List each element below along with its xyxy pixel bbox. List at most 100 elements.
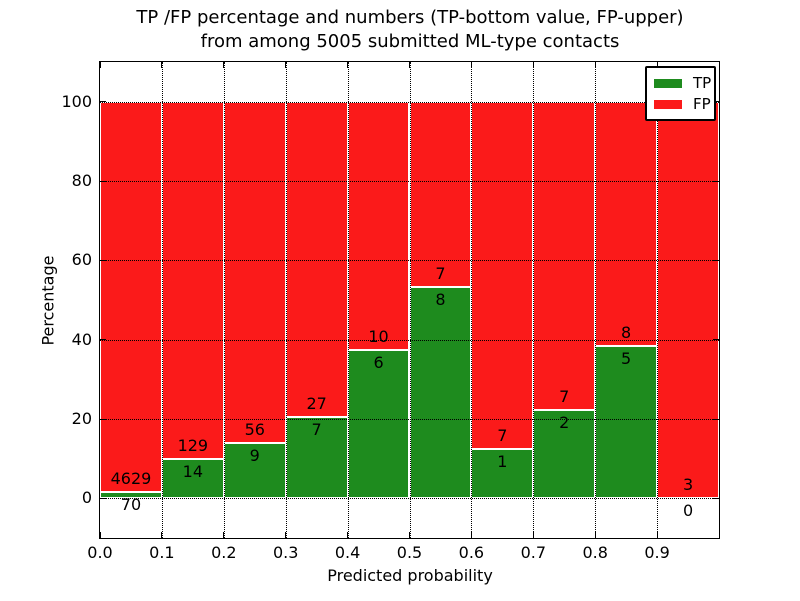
tp-bar	[100, 492, 162, 499]
fp-bar	[533, 101, 596, 411]
y-tickmark-right	[713, 101, 719, 103]
tp-bar	[347, 349, 410, 499]
fp-count-label: 10	[368, 326, 389, 346]
y-tickmark-left	[100, 180, 106, 182]
x-tickmark-bottom	[223, 532, 225, 538]
y-tickmark-right	[713, 339, 719, 341]
chart-title: TP /FP percentage and numbers (TP-bottom…	[0, 6, 800, 54]
x-tickmark-bottom	[285, 532, 287, 538]
tp-bar	[223, 443, 286, 499]
y-tick-label: 40	[71, 329, 92, 349]
fp-bar	[223, 101, 286, 444]
x-tickmark-bottom	[99, 532, 101, 538]
x-tickmark-bottom	[161, 532, 163, 538]
tp-count-label: 7	[311, 419, 322, 439]
x-tickmark-top	[347, 62, 349, 68]
x-tickmark-top	[594, 62, 596, 68]
y-tickmark-right	[713, 418, 719, 420]
tp-bar	[533, 410, 596, 499]
x-tickmark-top	[285, 62, 287, 68]
x-gridline	[533, 62, 535, 538]
fp-bar	[347, 101, 410, 350]
legend-label-fp: FP	[693, 95, 711, 113]
x-gridline	[223, 62, 225, 538]
fp-bar	[100, 101, 162, 493]
y-axis-label: Percentage	[38, 255, 58, 346]
fp-bar	[595, 101, 658, 346]
x-tick-label: 0.0	[87, 543, 113, 562]
y-tickmark-right	[713, 259, 719, 261]
x-tickmark-bottom	[656, 532, 658, 538]
y-tickmark-left	[100, 259, 106, 261]
x-tick-label: 0.8	[582, 543, 608, 562]
tp-count-label: 9	[249, 446, 260, 466]
x-tick-label: 0.9	[644, 543, 670, 562]
tp-count-label: 1	[497, 451, 508, 471]
x-tickmark-top	[161, 62, 163, 68]
fp-count-label: 27	[306, 393, 327, 413]
x-gridline	[657, 62, 659, 538]
x-tickmark-top	[223, 62, 225, 68]
fp-count-label: 4629	[110, 469, 152, 489]
x-gridline	[471, 62, 473, 538]
legend-label-tp: TP	[693, 74, 712, 92]
fp-bar	[409, 101, 472, 287]
fp-legend-swatch-icon	[654, 100, 682, 109]
fp-count-label: 56	[244, 420, 265, 440]
tp-count-label: 0	[682, 501, 694, 521]
tp-bar	[285, 416, 348, 499]
fp-count-label: 7	[559, 387, 570, 407]
tp-count-label: 5	[621, 348, 632, 368]
y-tick-label: 0	[81, 488, 92, 508]
x-tickmark-bottom	[532, 532, 534, 538]
fp-count-label: 129	[177, 436, 209, 456]
fp-count-label: 7	[497, 425, 508, 445]
y-tickmark-left	[100, 418, 106, 420]
y-tickmark-left	[100, 497, 106, 499]
legend-entry-fp: FP	[654, 94, 711, 115]
tp-legend-swatch-icon	[654, 79, 682, 88]
tp-count-label: 8	[435, 289, 446, 309]
fp-count-label: 8	[621, 322, 632, 342]
tp-count-label: 2	[559, 413, 570, 433]
x-tick-label: 0.3	[272, 543, 299, 562]
x-tick-label: 0.7	[520, 543, 547, 562]
y-tick-label: 100	[61, 91, 92, 111]
x-gridline	[595, 62, 597, 538]
y-tickmark-left	[100, 339, 106, 341]
x-tickmark-top	[532, 62, 534, 68]
x-tickmark-bottom	[347, 532, 349, 538]
y-tickmark-right	[713, 497, 719, 499]
tp-count-label: 6	[373, 352, 384, 372]
fp-count-label: 7	[435, 263, 446, 283]
x-axis-label: Predicted probability	[327, 566, 493, 585]
x-gridline	[161, 62, 163, 538]
x-tick-label: 0.2	[211, 543, 237, 562]
x-gridline	[285, 62, 287, 538]
y-tick-label: 80	[71, 171, 92, 190]
tp-bar	[409, 286, 472, 499]
fp-bar	[657, 101, 719, 499]
legend: TP FP	[645, 66, 716, 121]
fp-bar	[285, 101, 348, 417]
tp-bar	[595, 345, 658, 499]
y-tickmark-left	[100, 101, 106, 103]
x-tick-label: 0.6	[458, 543, 485, 562]
fp-bar	[471, 101, 534, 449]
tp-count-label: 70	[120, 495, 142, 515]
x-tick-label: 0.4	[334, 543, 361, 562]
x-tickmark-top	[656, 62, 658, 68]
tp-count-label: 14	[182, 462, 204, 482]
chart-title-line1: TP /FP percentage and numbers (TP-bottom…	[136, 7, 684, 28]
x-gridline	[347, 62, 349, 538]
x-tickmark-top	[470, 62, 472, 68]
x-tickmark-bottom	[409, 532, 410, 538]
x-tickmark-top	[99, 62, 101, 68]
chart-title-line2: from among 5005 submitted ML-type contac…	[200, 31, 620, 52]
x-tick-label: 0.5	[396, 543, 423, 562]
fp-count-label: 3	[682, 475, 694, 495]
x-tickmark-bottom	[470, 532, 472, 538]
y-tickmark-right	[713, 180, 719, 182]
x-gridline	[409, 62, 411, 538]
